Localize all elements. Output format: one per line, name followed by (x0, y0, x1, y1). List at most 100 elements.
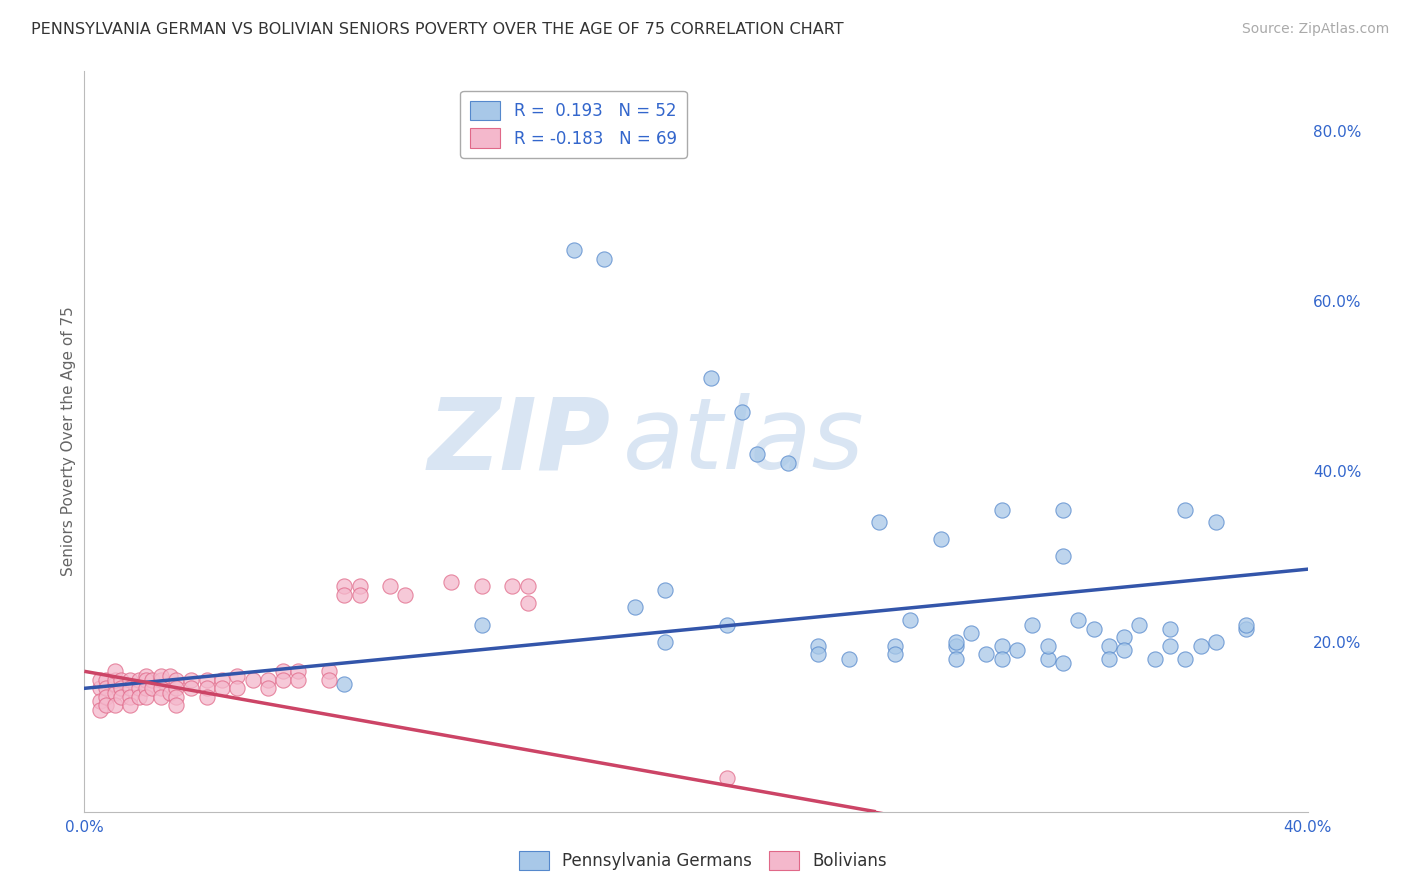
Point (471, 579, 494, 593)
Point (898, 613, 921, 627)
Point (120, 698, 142, 713)
Point (110, 673, 132, 687)
Point (149, 673, 172, 687)
Point (1189, 639, 1212, 653)
Point (1052, 502, 1074, 516)
Point (287, 673, 309, 687)
Point (89, 694, 111, 708)
Point (624, 600, 647, 615)
Text: ZIP: ZIP (427, 393, 610, 490)
Point (110, 681, 132, 696)
Point (128, 681, 150, 696)
Point (1052, 549, 1074, 564)
Point (991, 502, 1014, 516)
Point (394, 588, 416, 602)
Point (991, 651, 1014, 665)
Legend: R =  0.193   N = 52, R = -0.183   N = 69: R = 0.193 N = 52, R = -0.183 N = 69 (461, 91, 686, 158)
Point (104, 677, 127, 691)
Point (716, 617, 738, 632)
Point (807, 648, 830, 662)
Point (1236, 617, 1258, 632)
Point (883, 639, 905, 653)
Point (211, 673, 233, 687)
Point (1205, 516, 1227, 530)
Point (838, 651, 860, 665)
Point (776, 456, 799, 470)
Point (128, 690, 150, 704)
Point (141, 681, 163, 696)
Point (1052, 656, 1074, 670)
Point (1128, 617, 1150, 632)
Point (141, 673, 163, 687)
Point (654, 583, 676, 598)
Point (380, 579, 402, 593)
Point (883, 648, 905, 662)
Point (226, 668, 249, 682)
Point (257, 681, 280, 696)
Y-axis label: Seniors Poverty Over the Age of 75: Seniors Poverty Over the Age of 75 (60, 307, 76, 576)
Point (104, 673, 127, 687)
Point (287, 665, 309, 679)
Point (929, 533, 952, 547)
Point (1083, 622, 1105, 636)
Point (180, 673, 202, 687)
Point (700, 370, 723, 384)
Point (516, 596, 538, 610)
Point (195, 690, 218, 704)
Point (135, 668, 157, 682)
Point (1005, 643, 1028, 657)
Point (471, 617, 494, 632)
Point (195, 681, 218, 696)
Point (89, 673, 111, 687)
Point (318, 673, 340, 687)
Point (349, 579, 371, 593)
Point (128, 673, 150, 687)
Point (333, 677, 356, 691)
Point (89, 681, 111, 696)
Point (94, 681, 117, 696)
Point (333, 588, 356, 602)
Point (94, 673, 117, 687)
Text: Source: ZipAtlas.com: Source: ZipAtlas.com (1241, 22, 1389, 37)
Point (1114, 643, 1136, 657)
Point (1236, 622, 1258, 636)
Point (807, 639, 830, 653)
Point (333, 579, 356, 593)
Point (440, 574, 463, 589)
Point (165, 673, 187, 687)
Point (349, 588, 371, 602)
Point (731, 405, 754, 419)
Legend: Pennsylvania Germans, Bolivians: Pennsylvania Germans, Bolivians (512, 844, 894, 877)
Point (976, 648, 998, 662)
Point (1174, 502, 1197, 516)
Point (945, 639, 967, 653)
Point (945, 634, 967, 648)
Point (149, 681, 172, 696)
Point (104, 665, 127, 679)
Point (1036, 651, 1059, 665)
Point (257, 673, 280, 687)
Point (120, 690, 142, 704)
Point (149, 690, 172, 704)
Point (120, 673, 142, 687)
Point (1114, 630, 1136, 644)
Point (960, 626, 983, 640)
Point (593, 252, 616, 266)
Point (869, 516, 891, 530)
Point (1205, 634, 1227, 648)
Point (1067, 613, 1090, 627)
Point (242, 673, 264, 687)
Point (120, 681, 142, 696)
Point (516, 579, 538, 593)
Point (110, 690, 132, 704)
Point (135, 690, 157, 704)
Point (89, 703, 111, 717)
Point (1159, 622, 1181, 636)
Text: PENNSYLVANIA GERMAN VS BOLIVIAN SENIORS POVERTY OVER THE AGE OF 75 CORRELATION C: PENNSYLVANIA GERMAN VS BOLIVIAN SENIORS … (31, 22, 844, 37)
Point (94, 690, 117, 704)
Point (211, 681, 233, 696)
Point (94, 698, 117, 713)
Point (159, 685, 181, 699)
Point (716, 771, 738, 785)
Point (747, 447, 769, 461)
